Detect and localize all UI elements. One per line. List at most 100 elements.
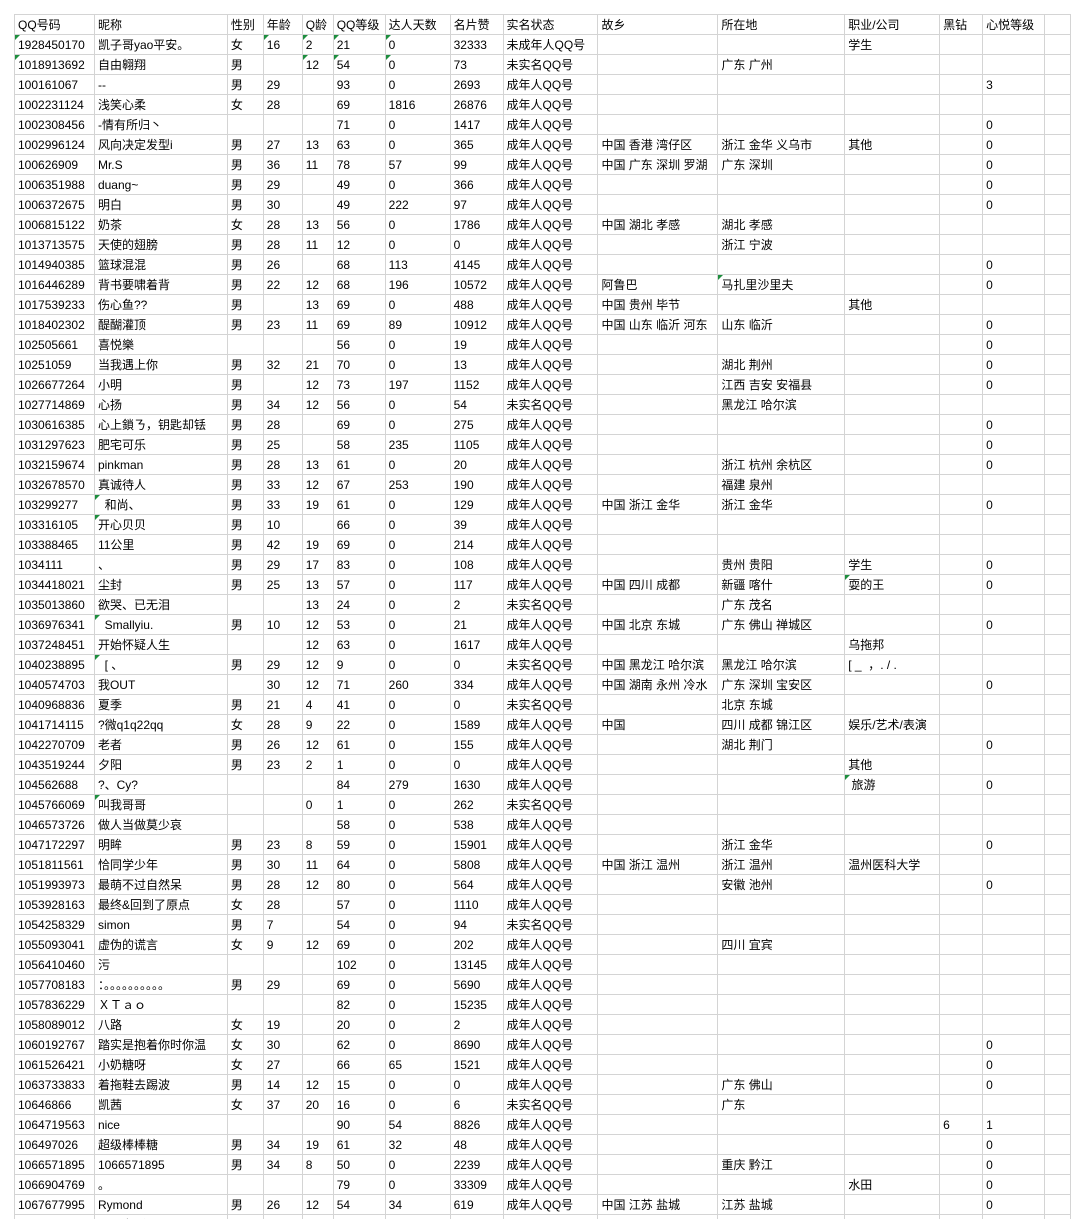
cell-realname[interactable]: 未实名QQ号	[502, 914, 599, 935]
cell-age[interactable]	[262, 54, 303, 75]
cell-likes[interactable]: 2	[449, 1014, 504, 1035]
cell-location[interactable]: 黑龙江 哈尔滨	[717, 394, 846, 415]
cell-qq[interactable]: 1066904769	[14, 1174, 95, 1195]
cell-qage[interactable]	[301, 174, 334, 195]
cell-diamond[interactable]	[939, 694, 984, 715]
cell-age[interactable]: 30	[262, 854, 303, 875]
cell-age[interactable]	[262, 774, 303, 795]
cell-age[interactable]: 29	[262, 554, 303, 575]
cell-age[interactable]: 29	[262, 174, 303, 195]
cell-qq[interactable]: 1061526421	[14, 1054, 95, 1075]
cell-qq[interactable]: 1058089012	[14, 1014, 95, 1035]
cell-xinyue[interactable]	[982, 954, 1046, 975]
cell-qq[interactable]: 103299277	[14, 494, 95, 515]
cell-realname[interactable]: 成年人QQ号	[502, 94, 599, 115]
cell-xinyue[interactable]	[982, 514, 1046, 535]
cell-job[interactable]	[844, 354, 941, 375]
cell-expert[interactable]: 0	[384, 1174, 451, 1195]
cell-level[interactable]: 24	[332, 594, 386, 615]
cell-level[interactable]: 50	[332, 1154, 386, 1175]
cell-qq[interactable]: 1002308456	[14, 114, 95, 135]
cell-qage[interactable]	[301, 914, 334, 935]
cell-gender[interactable]: 男	[226, 154, 264, 175]
cell-nick[interactable]: 最终&回到了原点	[93, 894, 228, 915]
cell-qq[interactable]: 1031297623	[14, 434, 95, 455]
cell-qq[interactable]: 1016446289	[14, 274, 95, 295]
cell-qq[interactable]: 1018913692	[14, 54, 95, 75]
cell-hometown[interactable]	[597, 1154, 719, 1175]
cell-xinyue[interactable]: 0	[982, 1134, 1046, 1155]
cell-diamond[interactable]	[939, 974, 984, 995]
cell-realname[interactable]: 成年人QQ号	[502, 454, 599, 475]
cell-location[interactable]: 湖北 荆门	[717, 734, 846, 755]
cell-location[interactable]	[717, 1014, 846, 1035]
cell-hometown[interactable]	[597, 1094, 719, 1115]
cell-qq[interactable]: 100161067	[14, 74, 95, 95]
cell-xinyue[interactable]: 0	[982, 254, 1046, 275]
cell-age[interactable]	[262, 814, 303, 835]
cell-gender[interactable]: 男	[226, 574, 264, 595]
cell-xinyue[interactable]: 0	[982, 274, 1046, 295]
cell-gender[interactable]	[226, 994, 264, 1015]
cell-job[interactable]	[844, 1014, 941, 1035]
cell-diamond[interactable]	[939, 494, 984, 515]
cell-job[interactable]: 其他	[844, 754, 941, 775]
cell-qage[interactable]	[301, 194, 334, 215]
cell-likes[interactable]: 488	[449, 294, 504, 315]
cell-job[interactable]	[844, 734, 941, 755]
cell-diamond[interactable]	[939, 674, 984, 695]
cell-xinyue[interactable]: 0	[982, 314, 1046, 335]
cell-level[interactable]: 16	[332, 1094, 386, 1115]
cell-extra[interactable]	[1044, 914, 1071, 935]
cell-nick[interactable]: 小明	[93, 374, 228, 395]
cell-xinyue[interactable]	[982, 214, 1046, 235]
cell-realname[interactable]: 成年人QQ号	[502, 494, 599, 515]
cell-location[interactable]: 江西 吉安 安福县	[717, 374, 846, 395]
cell-hometown[interactable]: 中国 贵州 毕节	[597, 294, 719, 315]
cell-likes[interactable]: 2693	[449, 74, 504, 95]
cell-level[interactable]: 9	[332, 654, 386, 675]
cell-realname[interactable]: 成年人QQ号	[502, 234, 599, 255]
cell-extra[interactable]	[1044, 654, 1071, 675]
cell-qage[interactable]: 13	[301, 574, 334, 595]
cell-extra[interactable]	[1044, 594, 1071, 615]
cell-likes[interactable]: 2239	[449, 1154, 504, 1175]
cell-location[interactable]: 新疆 喀什	[717, 574, 846, 595]
cell-diamond[interactable]	[939, 814, 984, 835]
cell-likes[interactable]: 1110	[449, 894, 504, 915]
cell-job[interactable]	[844, 234, 941, 255]
cell-job[interactable]	[844, 334, 941, 355]
cell-gender[interactable]	[226, 634, 264, 655]
cell-hometown[interactable]: 中国 浙江 金华	[597, 494, 719, 515]
cell-location[interactable]: 山东 临沂	[717, 314, 846, 335]
cell-xinyue[interactable]	[982, 814, 1046, 835]
cell-realname[interactable]: 成年人QQ号	[502, 1074, 599, 1095]
cell-likes[interactable]: 202	[449, 934, 504, 955]
cell-location[interactable]	[717, 94, 846, 115]
cell-location[interactable]	[717, 754, 846, 775]
cell-qq[interactable]: 1014940385	[14, 254, 95, 275]
cell-location[interactable]	[717, 194, 846, 215]
cell-diamond[interactable]	[939, 1214, 984, 1219]
cell-expert[interactable]: 0	[384, 1074, 451, 1095]
cell-qage[interactable]: 0	[301, 794, 334, 815]
cell-xinyue[interactable]	[982, 854, 1046, 875]
cell-expert[interactable]: 34	[384, 1194, 451, 1215]
cell-location[interactable]: 浙江 金华	[717, 494, 846, 515]
cell-job[interactable]	[844, 74, 941, 95]
cell-expert[interactable]: 0	[384, 934, 451, 955]
cell-qage[interactable]: 8	[301, 834, 334, 855]
cell-expert[interactable]: 0	[384, 174, 451, 195]
cell-extra[interactable]	[1044, 1114, 1071, 1135]
cell-diamond[interactable]	[939, 854, 984, 875]
cell-job[interactable]	[844, 974, 941, 995]
cell-expert[interactable]: 0	[384, 234, 451, 255]
cell-location[interactable]	[717, 434, 846, 455]
cell-expert[interactable]: 0	[384, 134, 451, 155]
cell-likes[interactable]: 334	[449, 674, 504, 695]
column-header-extra[interactable]	[1044, 14, 1071, 35]
cell-xinyue[interactable]: 0	[982, 354, 1046, 375]
cell-extra[interactable]	[1044, 334, 1071, 355]
cell-age[interactable]: 36	[262, 154, 303, 175]
cell-level[interactable]: 56	[332, 214, 386, 235]
